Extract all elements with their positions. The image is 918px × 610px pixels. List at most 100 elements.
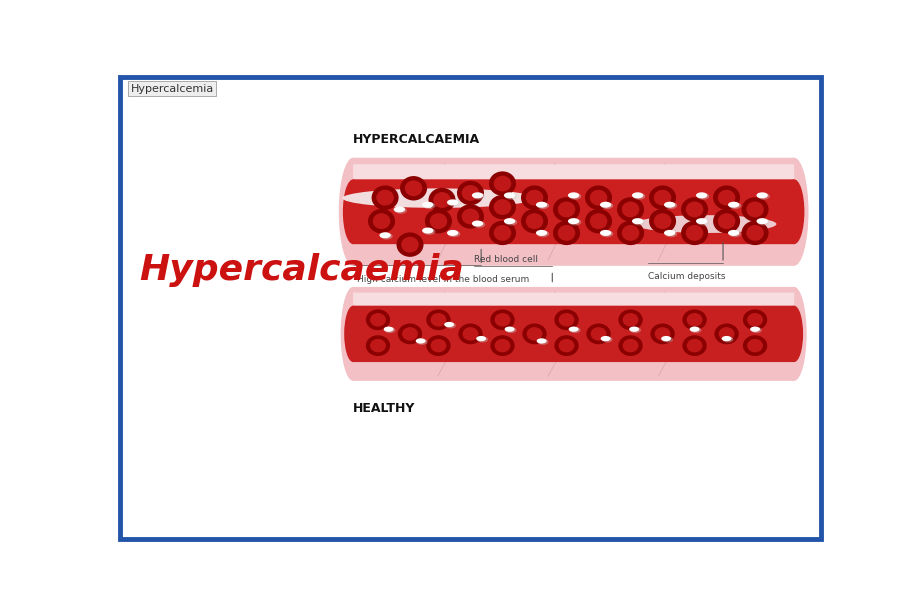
Ellipse shape: [402, 327, 418, 340]
Ellipse shape: [589, 190, 608, 206]
Ellipse shape: [495, 339, 510, 353]
Ellipse shape: [600, 336, 610, 341]
Ellipse shape: [746, 225, 764, 241]
Ellipse shape: [600, 202, 611, 208]
Ellipse shape: [417, 339, 428, 345]
Ellipse shape: [649, 209, 676, 234]
Ellipse shape: [416, 339, 426, 343]
Ellipse shape: [729, 203, 742, 209]
Ellipse shape: [477, 337, 488, 342]
Ellipse shape: [490, 309, 515, 330]
Ellipse shape: [650, 323, 675, 344]
Ellipse shape: [632, 192, 644, 198]
Ellipse shape: [747, 339, 763, 353]
Ellipse shape: [397, 232, 423, 257]
Ellipse shape: [553, 221, 580, 245]
Ellipse shape: [742, 197, 768, 221]
Ellipse shape: [750, 326, 760, 332]
Ellipse shape: [506, 327, 517, 333]
Ellipse shape: [590, 327, 607, 340]
Ellipse shape: [682, 336, 707, 356]
Ellipse shape: [682, 309, 707, 330]
Ellipse shape: [662, 337, 673, 342]
Ellipse shape: [494, 199, 511, 215]
Ellipse shape: [697, 219, 710, 226]
Ellipse shape: [521, 185, 548, 210]
FancyBboxPatch shape: [353, 179, 794, 244]
Ellipse shape: [559, 339, 575, 353]
Ellipse shape: [714, 323, 739, 344]
Ellipse shape: [619, 309, 643, 330]
Ellipse shape: [713, 185, 740, 210]
Text: HEALTHY: HEALTHY: [353, 402, 416, 415]
Ellipse shape: [537, 339, 546, 343]
FancyBboxPatch shape: [353, 287, 794, 381]
Ellipse shape: [536, 230, 547, 236]
Ellipse shape: [742, 221, 768, 245]
Ellipse shape: [397, 323, 422, 344]
Ellipse shape: [697, 193, 710, 199]
Ellipse shape: [342, 188, 534, 208]
Ellipse shape: [719, 327, 734, 340]
Ellipse shape: [633, 219, 645, 226]
Ellipse shape: [504, 192, 515, 198]
Ellipse shape: [505, 326, 515, 332]
Ellipse shape: [370, 313, 386, 326]
Ellipse shape: [494, 225, 511, 241]
Ellipse shape: [372, 185, 398, 210]
Ellipse shape: [686, 225, 703, 241]
Ellipse shape: [780, 158, 809, 266]
Ellipse shape: [457, 181, 484, 205]
Ellipse shape: [422, 202, 433, 208]
Ellipse shape: [784, 179, 804, 244]
Ellipse shape: [536, 202, 547, 208]
Ellipse shape: [686, 201, 703, 217]
Ellipse shape: [665, 231, 677, 237]
Ellipse shape: [473, 193, 486, 199]
Ellipse shape: [553, 197, 580, 221]
Ellipse shape: [600, 231, 613, 237]
Ellipse shape: [743, 309, 767, 330]
Text: Red blood cell: Red blood cell: [474, 256, 538, 264]
Ellipse shape: [425, 209, 452, 234]
Ellipse shape: [444, 322, 454, 327]
Ellipse shape: [430, 214, 447, 229]
Ellipse shape: [728, 230, 739, 236]
Ellipse shape: [718, 190, 735, 206]
Ellipse shape: [370, 339, 386, 353]
Ellipse shape: [601, 337, 612, 342]
Ellipse shape: [729, 231, 742, 237]
Ellipse shape: [649, 185, 676, 210]
Ellipse shape: [423, 203, 435, 209]
Ellipse shape: [462, 209, 479, 224]
Ellipse shape: [722, 336, 732, 341]
Ellipse shape: [476, 336, 487, 341]
Ellipse shape: [401, 237, 419, 253]
Ellipse shape: [426, 309, 451, 330]
Ellipse shape: [558, 225, 576, 241]
Ellipse shape: [494, 176, 511, 192]
Ellipse shape: [445, 323, 456, 328]
Ellipse shape: [385, 327, 396, 333]
Ellipse shape: [368, 209, 395, 234]
Ellipse shape: [422, 228, 433, 234]
Ellipse shape: [654, 190, 671, 206]
Ellipse shape: [687, 339, 702, 353]
Ellipse shape: [423, 228, 435, 235]
Ellipse shape: [587, 323, 610, 344]
Ellipse shape: [751, 327, 762, 333]
Ellipse shape: [558, 201, 576, 217]
Ellipse shape: [433, 192, 451, 208]
Ellipse shape: [472, 192, 483, 198]
Ellipse shape: [661, 336, 671, 341]
Ellipse shape: [617, 197, 644, 221]
Ellipse shape: [632, 218, 644, 224]
Ellipse shape: [722, 337, 733, 342]
Ellipse shape: [654, 214, 671, 229]
Ellipse shape: [505, 219, 517, 226]
Ellipse shape: [379, 232, 391, 239]
Ellipse shape: [380, 233, 393, 240]
Ellipse shape: [713, 209, 740, 234]
Ellipse shape: [746, 201, 764, 217]
Ellipse shape: [689, 326, 700, 332]
